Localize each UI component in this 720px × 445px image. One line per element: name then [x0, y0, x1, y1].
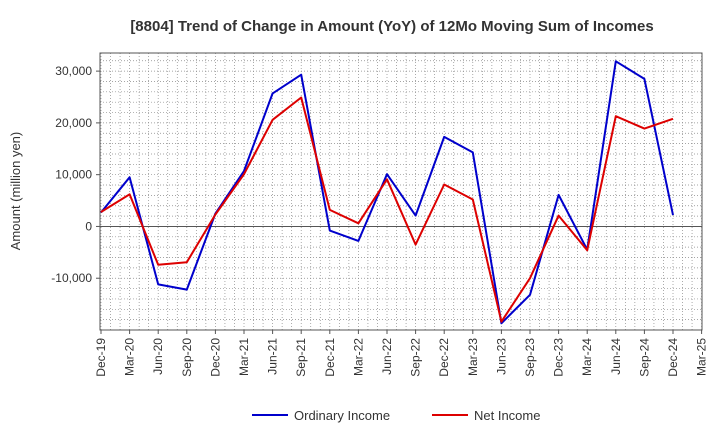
- x-tick-label: Mar-25: [695, 338, 709, 376]
- x-tick-label: Dec-23: [552, 338, 566, 377]
- x-tick-label: Sep-23: [523, 338, 537, 377]
- x-tick-label: Sep-21: [294, 338, 308, 377]
- x-tick-label: Mar-24: [580, 338, 594, 376]
- series-line-ordinary-income: [100, 60, 674, 325]
- x-tick-label: Jun-22: [380, 338, 394, 375]
- x-tick-label: Dec-21: [323, 338, 337, 377]
- y-tick-label: 30,000: [55, 64, 92, 78]
- x-tick-label: Mar-23: [466, 338, 480, 376]
- x-tick-label: Dec-22: [437, 338, 451, 377]
- legend-label: Ordinary Income: [294, 408, 390, 423]
- y-axis-ticks: 30,000 20,000 10,000 0 -10,000: [51, 64, 100, 285]
- legend: Ordinary Income Net Income: [252, 408, 540, 423]
- series-line-net-income: [100, 96, 674, 323]
- y-tick-label: 0: [85, 219, 92, 233]
- x-tick-label: Mar-21: [237, 338, 251, 376]
- chart-title: [8804] Trend of Change in Amount (YoY) o…: [130, 18, 653, 35]
- x-tick-label: Jun-20: [151, 338, 165, 375]
- y-tick-label: 20,000: [55, 116, 92, 130]
- x-tick-label: Mar-20: [123, 338, 137, 376]
- x-tick-label: Dec-19: [94, 338, 108, 377]
- x-axis-ticks: Dec-19 Mar-20 Jun-20 Sep-20 Dec-20 Mar-21 Jun-…: [94, 330, 709, 377]
- x-tick-label: Dec-20: [208, 338, 222, 377]
- x-tick-label: Dec-24: [666, 338, 680, 377]
- y-axis-label: Amount (million yen): [8, 132, 23, 251]
- y-tick-label: -10,000: [51, 271, 92, 285]
- x-tick-label: Jun-21: [266, 338, 280, 375]
- x-tick-label: Sep-22: [409, 338, 423, 377]
- plot-area: [100, 53, 702, 330]
- x-tick-label: Mar-22: [351, 338, 365, 376]
- legend-label: Net Income: [474, 408, 540, 423]
- plot-border: [99, 52, 703, 331]
- x-tick-label: Sep-20: [180, 338, 194, 377]
- x-tick-label: Sep-24: [637, 338, 651, 377]
- y-tick-label: 10,000: [55, 168, 92, 182]
- series-lines: [100, 60, 674, 325]
- x-tick-label: Jun-24: [609, 338, 623, 375]
- x-tick-label: Jun-23: [494, 338, 508, 375]
